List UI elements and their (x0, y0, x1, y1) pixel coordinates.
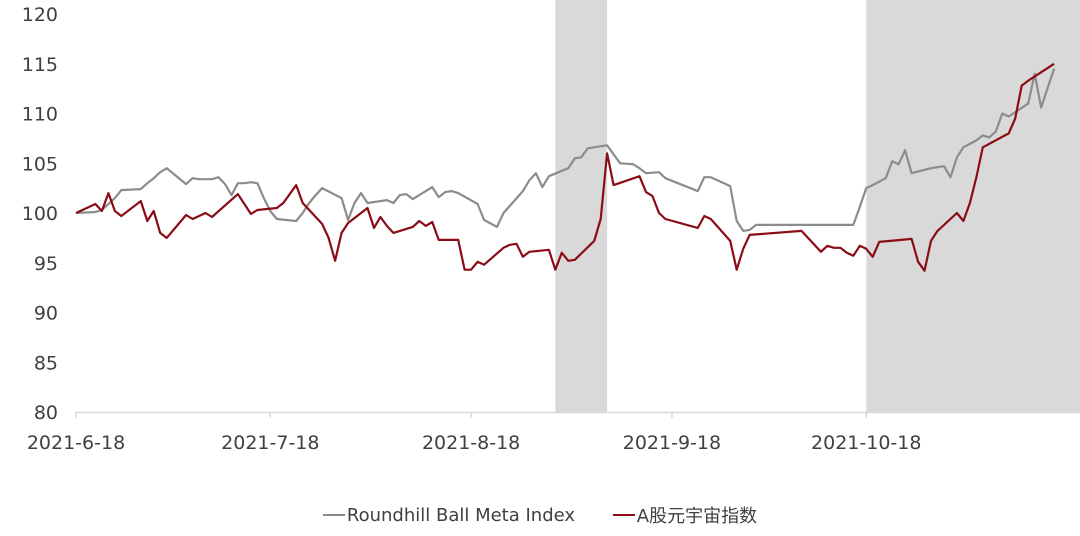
y-tick-label-2: 90 (34, 303, 58, 325)
shaded-periods (555, 0, 1080, 412)
y-tick-label-1: 85 (34, 352, 58, 374)
x-tick-label-4: 2021-10-18 (811, 432, 921, 454)
y-tick-label-3: 95 (34, 253, 58, 275)
y-tick-label-7: 115 (22, 54, 58, 76)
x-tick-label-1: 2021-7-18 (221, 432, 319, 454)
shaded-period-1 (866, 0, 1080, 412)
y-axis-ticks: 80 85 90 95 100 105 110 115 120 (22, 4, 58, 424)
y-tick-label-6: 110 (22, 104, 58, 126)
legend-item-a-share-metaverse: A股元宇宙指数 (612, 502, 758, 528)
legend-swatch-roundhill (322, 514, 345, 516)
series-lines (75, 62, 1056, 272)
legend: Roundhill Ball Meta Index A股元宇宙指数 (0, 500, 1080, 528)
x-tick-label-3: 2021-9-18 (623, 432, 721, 454)
y-tick-label-5: 105 (22, 153, 58, 175)
y-tick-label-8: 120 (22, 4, 58, 26)
x-tick-label-2: 2021-8-18 (422, 432, 520, 454)
line-chart: 80 85 90 95 100 105 110 115 120 2021-6-18 2021-7-… (22, 0, 1080, 454)
series-line-0 (75, 68, 1056, 232)
x-tick-label-0: 2021-6-18 (27, 432, 125, 454)
shaded-period-0 (555, 0, 608, 412)
y-tick-label-4: 100 (22, 203, 58, 225)
legend-label-roundhill: Roundhill Ball Meta Index (346, 504, 576, 526)
x-axis-ticks: 2021-6-18 2021-7-18 2021-8-18 2021-9-18 2021… (27, 412, 921, 454)
legend-item-roundhill: Roundhill Ball Meta Index (322, 504, 576, 526)
y-tick-label-0: 80 (34, 402, 58, 424)
legend-swatch-a-share-metaverse (612, 514, 635, 516)
series-line-1 (75, 62, 1055, 272)
legend-label-a-share-metaverse: A股元宇宙指数 (636, 506, 758, 527)
